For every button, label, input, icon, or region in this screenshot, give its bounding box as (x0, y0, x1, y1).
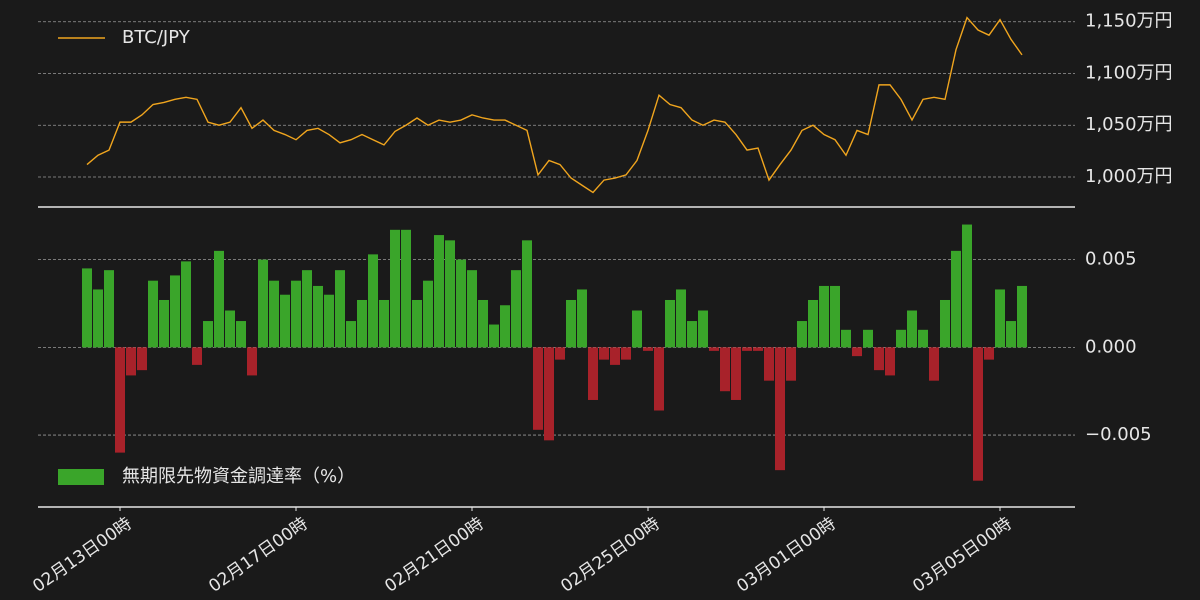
bar (709, 347, 719, 351)
bar (214, 250, 224, 348)
bar (940, 299, 950, 348)
y-tick-label: 1,100万円 (1085, 62, 1173, 83)
bar (995, 289, 1005, 348)
bar (93, 289, 103, 348)
bar (555, 347, 565, 360)
bar (852, 347, 862, 357)
bar (401, 229, 411, 348)
bar (500, 305, 510, 348)
bar (544, 347, 554, 441)
bar (456, 259, 466, 348)
bar (313, 285, 323, 348)
bar (819, 285, 829, 348)
bar (632, 310, 642, 348)
bar (973, 347, 983, 481)
bar (467, 270, 477, 348)
bar (907, 310, 917, 348)
bar (126, 347, 136, 376)
bar (962, 224, 972, 348)
bar (874, 347, 884, 371)
bar (665, 299, 675, 348)
bar (269, 280, 279, 348)
bar (753, 347, 763, 351)
bar (830, 285, 840, 348)
bar (137, 347, 147, 371)
bar (291, 280, 301, 348)
bar (478, 299, 488, 348)
bar (1017, 285, 1027, 348)
bar (203, 321, 213, 348)
bar (511, 270, 521, 348)
bar (412, 299, 422, 348)
bar (192, 347, 202, 365)
y-tick-label: 1,050万円 (1085, 114, 1173, 135)
bar (159, 299, 169, 348)
bar (621, 347, 631, 360)
bar (115, 347, 125, 453)
bar (808, 299, 818, 348)
bar (489, 324, 499, 348)
bar (610, 347, 620, 365)
bar (104, 270, 114, 348)
bar (654, 347, 664, 411)
legend-swatch (58, 469, 104, 485)
bar (346, 321, 356, 348)
bar (566, 299, 576, 348)
bar (786, 347, 796, 381)
bar (918, 329, 928, 348)
bar (236, 321, 246, 348)
bar (687, 321, 697, 348)
bar (280, 294, 290, 348)
bar (247, 347, 257, 376)
bar (698, 310, 708, 348)
bar (841, 329, 851, 348)
bar (225, 310, 235, 348)
bar (742, 347, 752, 351)
bar (951, 250, 961, 348)
bar (885, 347, 895, 376)
bar (324, 294, 334, 348)
bar (764, 347, 774, 381)
y-tick-label: 1,000万円 (1085, 166, 1173, 187)
bar (302, 270, 312, 348)
bar (335, 270, 345, 348)
bar (599, 347, 609, 360)
bar (148, 280, 158, 348)
bar (368, 254, 378, 348)
legend-label: BTC/JPY (122, 27, 191, 48)
bar (863, 329, 873, 348)
bar (643, 347, 653, 351)
bar (984, 347, 994, 360)
bar (181, 261, 191, 348)
y-tick-label: 0.005 (1085, 249, 1137, 270)
bar (357, 299, 367, 348)
bar (423, 280, 433, 348)
bar (577, 289, 587, 348)
bar (82, 268, 92, 348)
bar (379, 299, 389, 348)
bar (434, 235, 444, 348)
bar (775, 347, 785, 471)
bar (929, 347, 939, 381)
bar (258, 259, 268, 348)
price-line (86, 16, 1023, 194)
bar (533, 347, 543, 430)
legend-label: 無期限先物資金調達率（%） (122, 466, 355, 487)
y-tick-label: 0.000 (1085, 336, 1137, 357)
bar (731, 347, 741, 400)
bar (588, 347, 598, 400)
bar (676, 289, 686, 348)
bar (896, 329, 906, 348)
bar (170, 275, 180, 348)
bar (390, 229, 400, 348)
bar (720, 347, 730, 392)
bar (522, 240, 532, 348)
bar (1006, 321, 1016, 348)
bar (797, 321, 807, 348)
bar (445, 240, 455, 348)
y-tick-label: 1,150万円 (1085, 11, 1173, 32)
y-tick-label: −0.005 (1085, 424, 1152, 445)
